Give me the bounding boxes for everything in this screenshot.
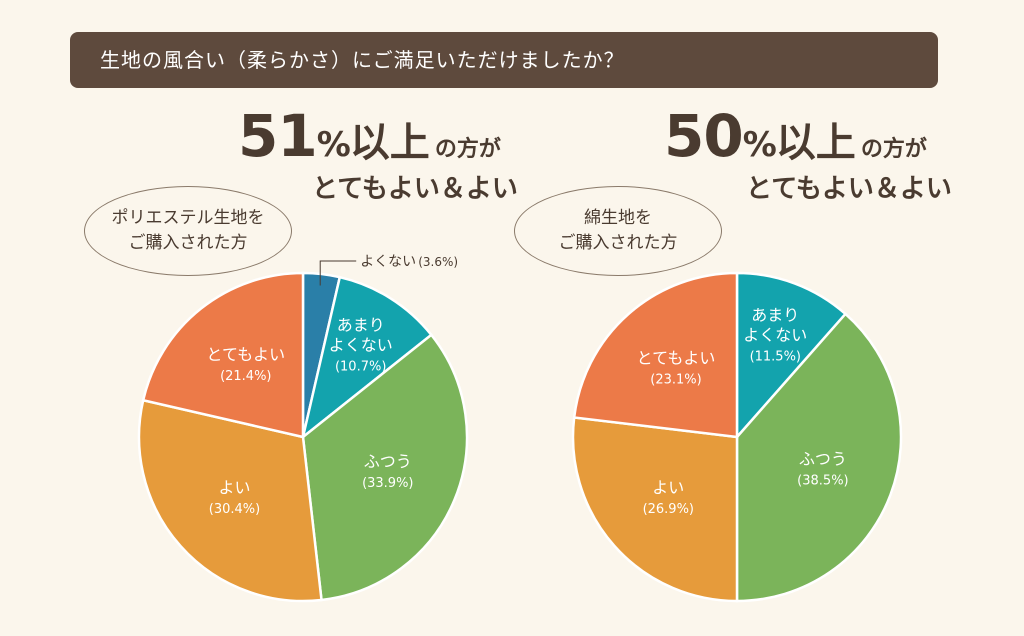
slice-label: ふつう [364, 452, 412, 471]
headline-right: 50%以上 の方が [664, 102, 927, 170]
pie-slice [301, 333, 469, 602]
headline-right-nokata: の方が [860, 137, 927, 162]
slice-label: とてもよい [637, 348, 716, 367]
headline-left-nokata: の方が [434, 137, 501, 162]
slice-value: (21.4%) [220, 369, 271, 384]
headline-left-percent: 51% [238, 102, 351, 170]
slice-value: (30.4%) [209, 502, 260, 517]
headline-left: 51%以上 の方が [238, 102, 501, 170]
slice-label: あまり [751, 306, 799, 325]
slice-value: (33.9%) [362, 476, 413, 491]
oval-left-line2: ご購入された方 [128, 233, 248, 253]
pie-slice [735, 312, 903, 603]
question-banner: 生地の風合い（柔らかさ）にご満足いただけましたか？ [70, 32, 938, 88]
slice-label: よくない [743, 326, 807, 345]
leader-line [319, 260, 357, 286]
slice-value: (23.1%) [650, 372, 701, 387]
slice-label: よくない [329, 335, 393, 354]
pie-slice [572, 271, 739, 439]
headline-left-sub: とてもよい＆よい [312, 174, 518, 204]
headline-right-percent: 50% [664, 102, 777, 170]
slice-label: あまり [337, 315, 385, 334]
pie-slice [137, 398, 323, 603]
slice-label: ふつう [799, 450, 847, 469]
pie-slice [141, 271, 305, 439]
oval-left-line1: ポリエステル生地を [111, 207, 265, 228]
slice-value: (38.5%) [797, 474, 848, 489]
slice-label: よい [652, 478, 684, 497]
slice-value: (26.9%) [643, 502, 694, 517]
slice-value: (11.5%) [750, 350, 801, 365]
headline-right-ijo: 以上 [775, 120, 856, 166]
slice-label: よい [218, 478, 250, 497]
slice-value: (10.7%) [335, 359, 386, 374]
pie-slice [300, 275, 434, 441]
slice-label: よくない (3.6%) [360, 254, 458, 270]
oval-right-line2: ご購入された方 [558, 233, 678, 253]
pie-slice [571, 416, 739, 603]
slice-label: とてもよい [206, 345, 285, 364]
oval-right: 綿生地をご購入された方 [514, 186, 722, 276]
pie-slice [735, 271, 848, 441]
oval-left: ポリエステル生地を ご購入された方 [84, 186, 292, 276]
oval-right-line1: 綿生地を [584, 207, 652, 228]
headline-left-ijo: 以上 [349, 120, 430, 166]
headline-right-sub: とてもよい＆よい [746, 174, 952, 204]
